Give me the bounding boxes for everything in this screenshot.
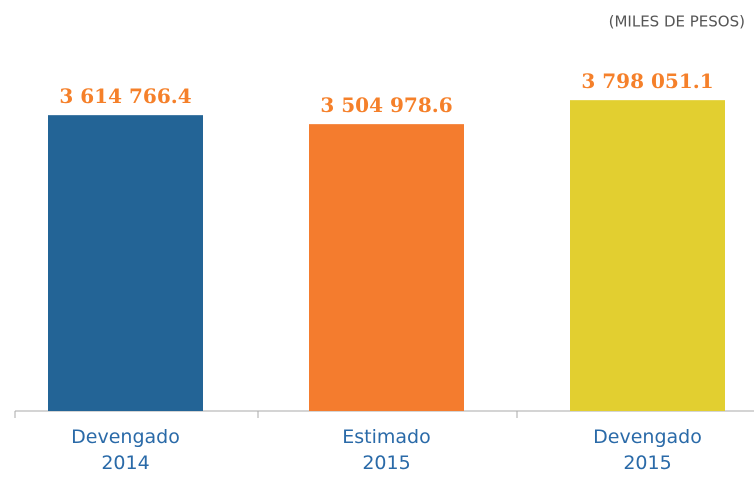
chart-subtitle: (MILES DE PESOS)	[609, 13, 745, 31]
value-label: 3 614 766.4	[59, 84, 191, 108]
x-tick-label: Devengado 2015	[593, 426, 702, 474]
bar	[570, 100, 725, 412]
x-tick-label: Estimado 2015	[342, 426, 431, 474]
bar	[309, 124, 464, 411]
value-label: 3 504 978.6	[320, 93, 452, 117]
x-tick-label: Devengado 2014	[71, 426, 180, 474]
value-label: 3 798 051.1	[581, 69, 713, 93]
bar	[48, 115, 203, 411]
